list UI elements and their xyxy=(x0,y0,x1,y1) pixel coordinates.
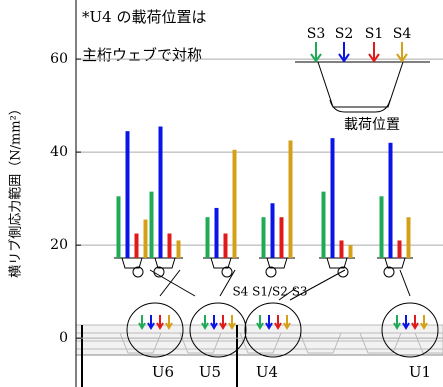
bar xyxy=(206,217,210,258)
y-tick-label: 60 xyxy=(50,51,68,67)
y-tick-label: 0 xyxy=(59,330,68,346)
bar xyxy=(215,208,219,258)
bar xyxy=(289,140,293,258)
bar xyxy=(224,234,228,258)
bar xyxy=(233,150,237,258)
deck-schematic xyxy=(76,325,443,355)
bar xyxy=(117,196,121,258)
legend-label: S2 xyxy=(335,26,354,42)
annotation: 載荷位置 xyxy=(344,117,400,133)
legend-label: S4 xyxy=(393,26,412,42)
y-axis-label: 横リブ側応力範囲（N/mm²） xyxy=(8,102,24,278)
bar xyxy=(280,217,284,258)
bar xyxy=(407,217,411,258)
bar xyxy=(168,234,172,258)
bar xyxy=(159,127,163,258)
bar xyxy=(144,220,148,258)
bar xyxy=(271,203,275,258)
annotation: U4 xyxy=(256,363,278,381)
bar xyxy=(126,131,130,258)
bar xyxy=(322,192,326,258)
bar xyxy=(349,245,353,258)
annotation: U5 xyxy=(199,363,221,381)
bar xyxy=(331,138,335,258)
annotation: U6 xyxy=(152,363,174,381)
annotation: U1 xyxy=(409,363,431,381)
legend-label: S1 xyxy=(365,26,384,42)
bar xyxy=(150,192,154,258)
y-tick-label: 20 xyxy=(50,237,68,253)
bar xyxy=(380,196,384,258)
bar xyxy=(262,217,266,258)
bar xyxy=(135,234,139,258)
chart: 横リブ側応力範囲（N/mm²） *U4 の載荷位置は主桁ウェブで対称載荷位置 S4… xyxy=(0,0,443,387)
bar xyxy=(389,143,393,258)
legend-label: S3 xyxy=(307,26,326,42)
annotation: 主桁ウェブで対称 xyxy=(82,46,202,64)
bar xyxy=(340,240,344,258)
y-tick-label: 40 xyxy=(50,144,68,160)
bar xyxy=(177,240,181,258)
annotation: *U4 の載荷位置は xyxy=(82,8,206,26)
bar xyxy=(398,240,402,258)
